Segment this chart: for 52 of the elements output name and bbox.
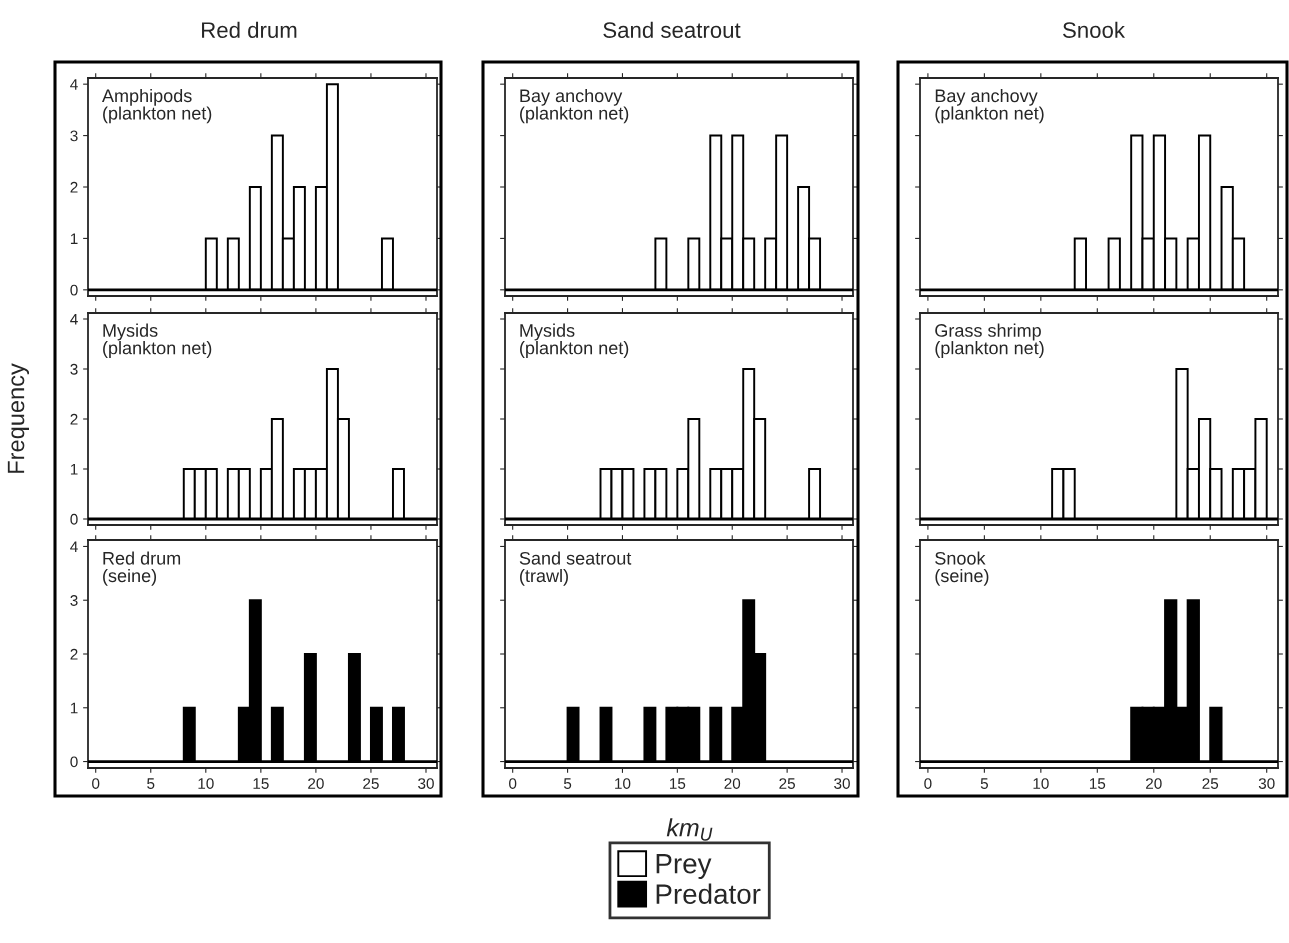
y-tick-label: 1	[70, 702, 78, 714]
annotation: Bay anchovy (plankton net)	[520, 88, 629, 124]
x-tick-label: 30	[418, 778, 434, 789]
x-tick-label: 30	[1258, 778, 1275, 789]
x-tick-label: 0	[509, 778, 517, 789]
x-tick-label: 25	[363, 778, 379, 789]
x-tick-label: 30	[834, 778, 850, 789]
annotation: Bay anchovy (plankton net)	[935, 88, 1044, 124]
y-tick-label: 2	[70, 413, 78, 425]
y-tick-label: 0	[70, 284, 78, 296]
annotation: Snook (seine)	[935, 551, 989, 586]
chart-title: Sand seatrout	[603, 21, 741, 38]
x-tick-label: 5	[563, 778, 572, 789]
legend-label: Prey	[656, 854, 712, 879]
x-tick-label: 0	[92, 778, 100, 789]
y-tick-label: 0	[70, 513, 78, 525]
x-tick-label: 15	[1089, 778, 1106, 789]
y-tick-label: 3	[70, 363, 78, 375]
x-tick-label: 15	[670, 778, 686, 789]
y-axis-title: Frequency	[7, 363, 30, 473]
x-tick-label: 0	[924, 778, 932, 789]
annotation: Sand seatrout (trawl)	[519, 551, 632, 586]
x-tick-label: 25	[779, 778, 795, 789]
x-tick-label: 20	[308, 778, 324, 789]
x-tick-label: 5	[147, 778, 155, 789]
x-tick-label: 5	[980, 778, 988, 789]
y-tick-label: 2	[70, 648, 78, 660]
annotation: Mysids (plankton net)	[520, 323, 629, 358]
x-tick-label: 10	[615, 778, 631, 789]
x-tick-label: 10	[1033, 778, 1049, 789]
x-tick-label: 20	[724, 778, 741, 789]
y-tick-label: 1	[70, 233, 78, 244]
y-tick-label: 3	[70, 595, 78, 606]
x-tick-label: 15	[253, 778, 269, 789]
annotation: Amphipods (plankton net)	[102, 88, 212, 124]
y-tick-label: 0	[70, 756, 78, 768]
text: Predator	[656, 883, 761, 904]
annotation: Red drum (seine)	[103, 551, 181, 586]
chart-title: Snook	[1063, 21, 1126, 38]
y-tick-label: 4	[70, 314, 78, 325]
y-tick-label: 4	[70, 79, 78, 90]
y-tick-label: 1	[70, 464, 78, 475]
annotation: Grass shrimp (plankton net)	[935, 323, 1044, 358]
y-tick-label: 3	[70, 130, 78, 142]
x-tick-label: 20	[1146, 778, 1162, 789]
chart-title: Red drum	[202, 21, 297, 38]
x-tick-label: 10	[198, 778, 214, 789]
annotation: Mysids (plankton net)	[103, 323, 212, 358]
x-tick-label: 25	[1202, 778, 1219, 789]
y-tick-label: 4	[70, 541, 78, 552]
y-tick-label: 2	[70, 181, 78, 193]
x-axis-title: km$_{U}$	[666, 818, 713, 841]
